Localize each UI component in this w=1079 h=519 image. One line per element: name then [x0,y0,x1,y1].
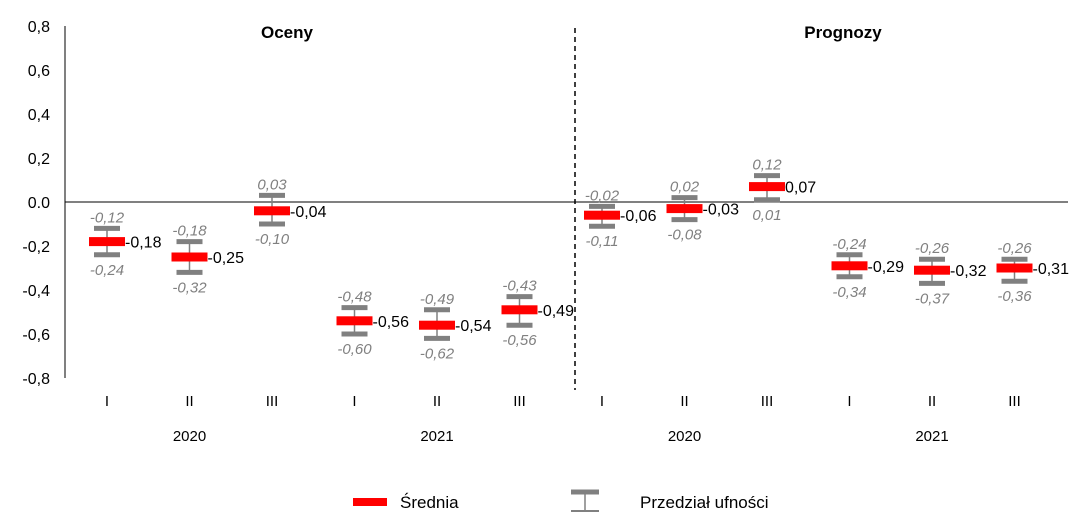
ci-upper-label: -0,02 [585,187,620,204]
mean-marker [336,316,373,326]
legend-mean-swatch [353,498,387,506]
ci-lower-label: -0,10 [255,231,290,248]
category-label: I [352,393,356,410]
category-label: III [513,393,526,410]
mean-value-label: -0,06 [620,208,657,225]
mean-marker [749,182,785,192]
y-tick-label: -0,8 [22,371,50,388]
mean-marker [666,204,703,214]
y-tick-label: 0,6 [28,63,50,80]
y-tick-label: 0,2 [28,151,50,168]
mean-marker [501,305,538,315]
y-tick-label: 0,4 [28,107,50,124]
year-label: 2021 [915,428,948,445]
ci-lower-label: -0,08 [667,227,702,244]
category-label: I [600,393,604,410]
mean-marker [914,265,950,275]
ci-upper-label: -0,26 [915,240,950,257]
ci-upper-label: -0,24 [832,236,866,253]
mean-value-label: 0,07 [785,180,816,197]
y-tick-label: -0,2 [22,239,50,256]
mean-marker [831,261,868,271]
ci-lower-label: -0,56 [502,332,537,349]
legend-mean-label: Średnia [400,493,459,512]
section-title: Prognozy [804,23,882,42]
year-label: 2020 [668,428,701,445]
ci-lower-label: 0,01 [752,207,781,224]
mean-value-label: -0,31 [1033,261,1070,278]
ci-upper-label: 0,03 [257,176,287,193]
legend-ci-label: Przedział ufności [640,493,769,512]
category-label: II [433,393,441,410]
ci-upper-label: 0,02 [670,179,700,196]
category-label: I [105,393,109,410]
mean-value-label: -0,32 [950,263,987,280]
mean-value-label: -0,54 [455,318,492,335]
y-tick-label: 0.0 [28,195,50,212]
ci-lower-label: -0,60 [337,341,372,358]
y-tick-label: -0,4 [22,283,50,300]
category-label: II [928,393,936,410]
mean-value-label: -0,56 [373,314,410,331]
ci-upper-label: -0,12 [90,209,125,226]
mean-value-label: -0,25 [208,250,245,267]
year-label: 2020 [173,428,206,445]
mean-marker [584,210,620,220]
category-label: I [847,393,851,410]
mean-marker [419,320,455,330]
mean-value-label: -0,04 [290,204,327,221]
ci-upper-label: -0,48 [337,289,372,306]
mean-value-label: -0,18 [125,235,162,252]
y-tick-label: -0,6 [22,327,50,344]
mean-value-label: -0,49 [538,303,575,320]
ci-upper-label: 0,12 [752,157,782,174]
mean-marker [171,252,208,262]
ci-upper-label: -0,18 [172,223,207,240]
section-title: Oceny [261,23,314,42]
ci-lower-label: -0,32 [172,279,207,296]
ci-lower-label: -0,62 [420,345,455,362]
ci-upper-label: -0,26 [997,240,1032,257]
mean-marker [254,206,290,216]
ci-upper-label: -0,49 [420,291,455,308]
mean-value-label: -0,29 [868,259,905,276]
mean-marker [89,237,125,247]
ci-lower-label: -0,11 [585,233,618,250]
ci-lower-label: -0,24 [90,262,124,279]
ci-lower-label: -0,34 [832,284,866,301]
category-label: III [266,393,279,410]
year-label: 2021 [420,428,453,445]
category-label: II [680,393,688,410]
ci-lower-label: -0,36 [997,288,1032,305]
category-label: II [185,393,193,410]
category-label: III [761,393,774,410]
ci-upper-label: -0,43 [502,278,537,295]
mean-marker [996,263,1033,273]
ci-lower-label: -0,37 [915,290,950,307]
category-label: III [1008,393,1021,410]
y-tick-label: 0,8 [28,19,50,36]
mean-value-label: -0,03 [703,202,740,219]
